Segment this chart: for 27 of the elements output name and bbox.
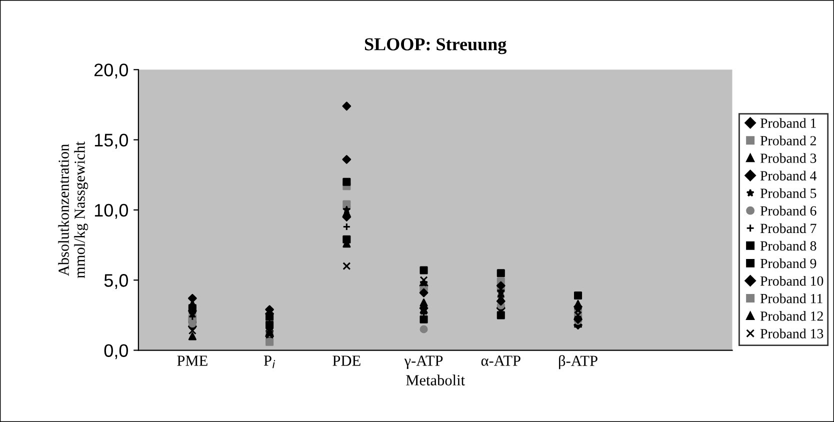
legend-label: Proband 1 — [760, 118, 816, 128]
legend-label: Proband 8 — [760, 240, 816, 251]
legend-label: Proband 4 — [760, 170, 817, 180]
legend-label: Proband 12 — [760, 311, 823, 321]
legend-label: Proband 6 — [760, 206, 816, 216]
legend-label: Proband 11 — [760, 294, 822, 304]
x-tick-label: PDE — [332, 356, 360, 366]
y-tick-label: 0,0 — [104, 344, 128, 360]
legend-label: Proband 3 — [760, 153, 816, 163]
x-tick-label: PME — [177, 356, 208, 366]
y-axis-title: Absolutkonzentration mmol/kg Nassgewicht — [58, 142, 88, 278]
x-tick-label: P$_{i}$ — [264, 356, 276, 368]
y-tick-label: 5,0 — [104, 274, 128, 289]
x-tick-label: β-ATP — [558, 355, 598, 370]
legend-label: Proband 7 — [760, 223, 816, 234]
chart-title: SLOOP: Streuung — [364, 38, 506, 54]
legend-label: Proband 13 — [760, 328, 824, 338]
x-axis-title: Metabolit — [406, 374, 465, 386]
x-tick-label: γ-ATP — [404, 356, 443, 369]
y-tick-label: 10,0 — [94, 204, 128, 219]
y-tick-label: 15,0 — [94, 134, 128, 149]
y-tick-label: 20,0 — [94, 64, 128, 78]
x-tick-label: α-ATP — [481, 356, 520, 366]
legend-label: Proband 10 — [760, 276, 824, 286]
legend-label: Proband 2 — [760, 136, 816, 146]
legend-label: Proband 9 — [760, 258, 816, 268]
legend-label: Proband 5 — [760, 188, 816, 198]
